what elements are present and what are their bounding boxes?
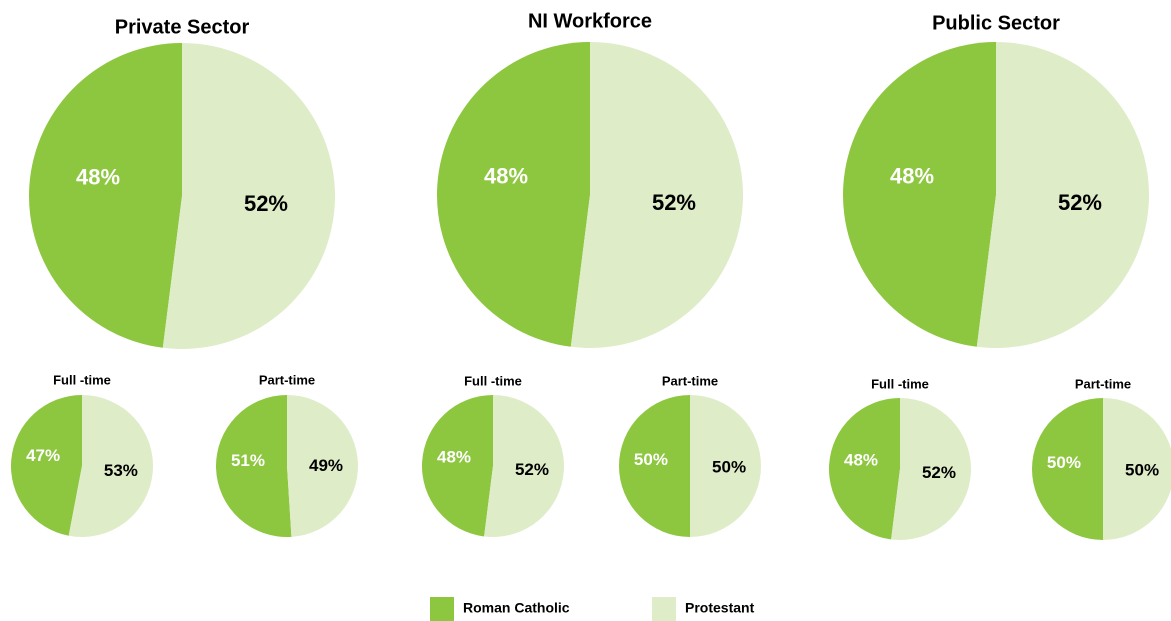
value-label: 51% [231, 451, 265, 470]
value-label: 49% [309, 456, 343, 475]
value-label: 50% [712, 457, 746, 476]
pie-slice [1103, 398, 1171, 540]
legend-label: Protestant [685, 600, 755, 616]
pie-slice [437, 42, 590, 347]
pie-slice [162, 43, 335, 349]
value-label: 50% [1047, 453, 1081, 472]
value-label: 53% [104, 461, 138, 480]
pie-slice [287, 395, 359, 537]
value-label: 52% [1058, 190, 1102, 215]
pie-slice [891, 398, 971, 540]
pie-title: Full -time [53, 372, 111, 387]
value-label: 48% [844, 450, 878, 469]
legend-swatch [652, 597, 676, 621]
pie-title: Part-time [662, 373, 718, 388]
legend-swatch [430, 597, 454, 621]
pie-slice [68, 395, 154, 537]
legend-label: Roman Catholic [463, 600, 570, 616]
value-label: 52% [515, 460, 549, 479]
pie-slice [1032, 398, 1103, 540]
pie-title: Full -time [871, 376, 929, 391]
pie-title: Full -time [464, 373, 522, 388]
value-label: 52% [652, 190, 696, 215]
pie-slice [570, 42, 743, 348]
value-label: 48% [76, 165, 120, 190]
value-label: 52% [922, 463, 956, 482]
pie-slice [843, 42, 996, 347]
pie-slice [619, 395, 690, 537]
pie-slice [422, 395, 493, 537]
pie-title: Public Sector [932, 12, 1060, 34]
pie-title: Private Sector [115, 16, 250, 38]
value-label: 48% [437, 447, 471, 466]
pie-slice [28, 43, 182, 348]
value-label: 50% [1125, 460, 1159, 479]
value-label: 50% [634, 450, 668, 469]
pie-slice [976, 42, 1150, 348]
pie-title: NI Workforce [528, 10, 652, 32]
pie-title: Part-time [259, 372, 315, 387]
value-label: 48% [890, 164, 934, 189]
pie-slice [690, 395, 761, 537]
value-label: 47% [26, 446, 60, 465]
pie-slice [11, 395, 82, 536]
value-label: 48% [484, 164, 528, 189]
pie-slice [216, 395, 292, 537]
value-label: 52% [244, 191, 288, 216]
pie-slice [484, 395, 565, 537]
pie-title: Part-time [1075, 376, 1131, 391]
pie-slice [828, 398, 900, 540]
